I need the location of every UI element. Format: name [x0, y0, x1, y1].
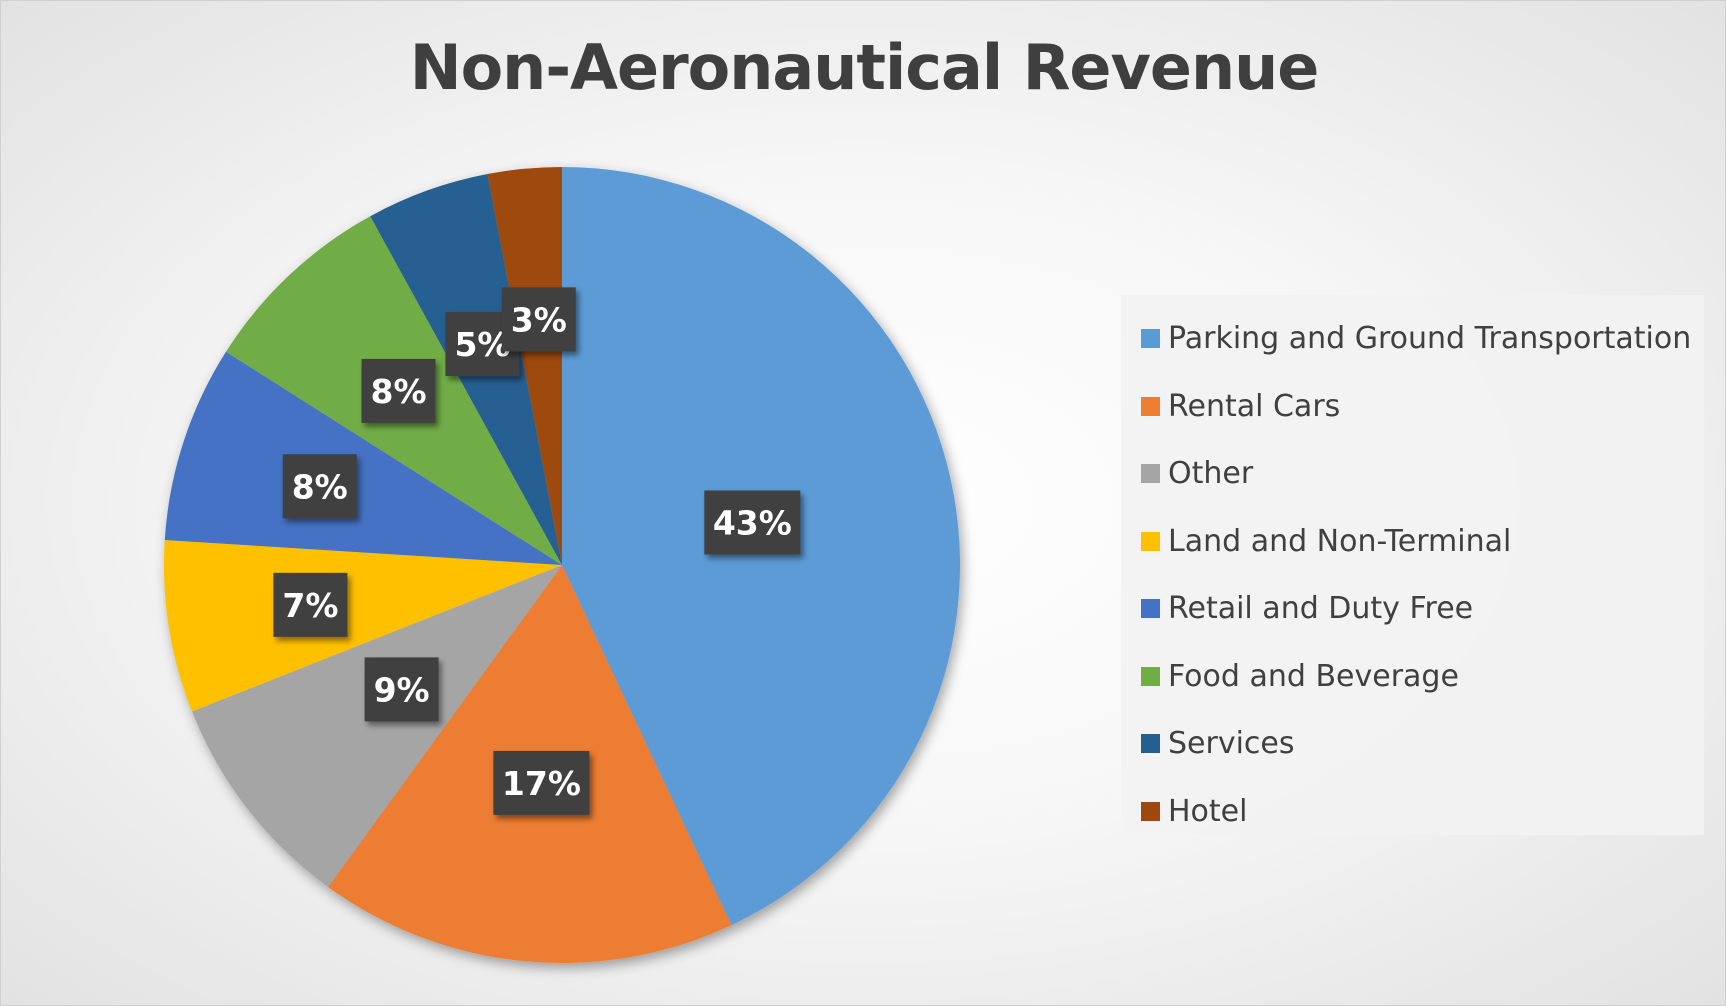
legend-label: Rental Cars: [1168, 388, 1341, 424]
data-label-hotel: 3%: [501, 287, 576, 352]
legend-item-other: Other: [1121, 440, 1704, 508]
data-label-food-and-beverage: 8%: [361, 358, 436, 423]
pie-data-labels: 43% 17% 9% 7% 8% 8% 5%3%: [273, 287, 801, 815]
data-label-text: 9%: [374, 670, 430, 709]
pie-slice-retail-and-duty-free: [164, 351, 563, 565]
data-label-box: [501, 287, 576, 352]
legend-item-food-and-beverage: Food and Beverage: [1121, 643, 1704, 711]
legend-swatch: [1141, 801, 1160, 821]
data-label-text: 43%: [713, 503, 792, 542]
data-label-text: 8%: [371, 372, 427, 411]
data-label-text: 3%: [511, 300, 567, 339]
legend-swatch: [1141, 396, 1160, 416]
legend-item-services: Services: [1121, 710, 1704, 778]
pie-slice-land-and-non-terminal: [164, 540, 563, 712]
data-label-box: [273, 572, 348, 637]
data-label-text: 8%: [292, 467, 348, 506]
pie-slices: [164, 167, 960, 963]
data-label-land-and-non-terminal: 7%: [273, 572, 348, 637]
legend-swatch: [1141, 599, 1160, 619]
legend-swatch: [1141, 734, 1160, 754]
legend-swatch: [1141, 464, 1160, 484]
legend-item-land-and-non-terminal: Land and Non-Terminal: [1121, 508, 1704, 576]
data-label-box: [493, 750, 590, 815]
data-label-box: [361, 358, 436, 423]
pie-slice-other: [191, 565, 562, 887]
legend-label: Retail and Duty Free: [1168, 591, 1474, 627]
data-label-text: 17%: [502, 764, 581, 803]
pie-slice-hotel: [487, 167, 562, 565]
data-label-box: [282, 454, 357, 519]
data-label-parking-and-ground-transportation: 43%: [704, 490, 801, 555]
legend: Parking and Ground Transportation Rental …: [1121, 295, 1704, 835]
data-label-box: [704, 490, 801, 555]
data-label-box: [364, 657, 439, 722]
data-label-other: 9%: [364, 657, 439, 722]
legend-label: Parking and Ground Transportation: [1168, 321, 1692, 357]
data-label-text: 5%: [454, 325, 510, 364]
chart-title: Non-Aeronautical Revenue: [409, 31, 1320, 104]
legend-item-parking-and-ground-transportation: Parking and Ground Transportation: [1121, 305, 1704, 373]
legend-label: Hotel: [1168, 793, 1248, 829]
legend-item-retail-and-duty-free: Retail and Duty Free: [1121, 575, 1704, 643]
data-label-text: 7%: [282, 586, 338, 625]
legend-swatch: [1141, 531, 1160, 551]
legend-swatch: [1141, 329, 1160, 349]
legend-swatch: [1141, 666, 1160, 686]
data-label-rental-cars: 17%: [493, 750, 590, 815]
legend-item-rental-cars: Rental Cars: [1121, 373, 1704, 441]
legend-label: Other: [1168, 456, 1254, 492]
legend-item-hotel: Hotel: [1121, 778, 1704, 846]
data-label-retail-and-duty-free: 8%: [282, 454, 357, 519]
legend-label: Services: [1168, 726, 1295, 762]
legend-label: Land and Non-Terminal: [1168, 523, 1512, 559]
legend-label: Food and Beverage: [1168, 658, 1459, 694]
